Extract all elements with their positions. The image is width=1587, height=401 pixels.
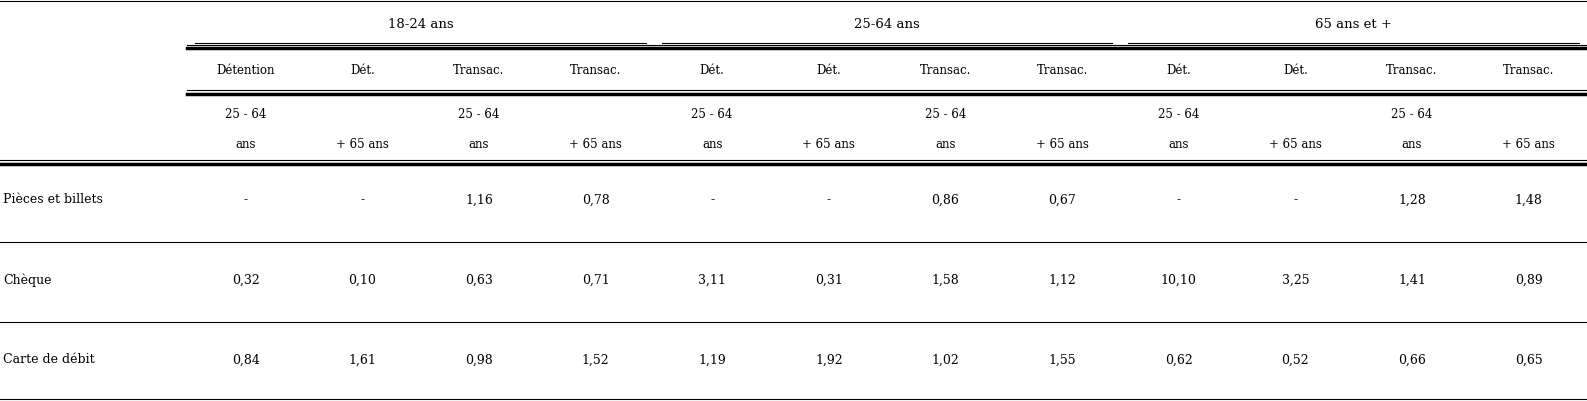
Text: 25 - 64: 25 - 64 [1159,108,1200,121]
Text: 1,28: 1,28 [1398,193,1425,206]
Text: Dét.: Dét. [700,63,725,76]
Text: 25-64 ans: 25-64 ans [854,18,920,30]
Text: 25 - 64: 25 - 64 [1392,108,1433,121]
Text: Dét.: Dét. [349,63,375,76]
Text: ans: ans [1401,138,1422,151]
Text: Transac.: Transac. [454,63,505,76]
Text: 0,84: 0,84 [232,352,260,366]
Text: 1,16: 1,16 [465,193,494,206]
Text: 1,02: 1,02 [932,352,959,366]
Text: Transac.: Transac. [1036,63,1087,76]
Text: 0,31: 0,31 [814,273,843,286]
Text: 25 - 64: 25 - 64 [692,108,733,121]
Text: ans: ans [235,138,256,151]
Text: + 65 ans: + 65 ans [1036,138,1089,151]
Text: + 65 ans: + 65 ans [570,138,622,151]
Text: 0,86: 0,86 [932,193,960,206]
Text: 0,32: 0,32 [232,273,259,286]
Text: Chèque: Chèque [3,273,52,286]
Text: 0,67: 0,67 [1049,193,1076,206]
Text: ans: ans [701,138,722,151]
Text: Transac.: Transac. [1503,63,1554,76]
Text: -: - [360,193,365,206]
Text: 0,98: 0,98 [465,352,492,366]
Text: 0,66: 0,66 [1398,352,1427,366]
Text: 1,48: 1,48 [1514,193,1543,206]
Text: 25 - 64: 25 - 64 [925,108,966,121]
Text: -: - [243,193,248,206]
Text: 0,89: 0,89 [1516,273,1543,286]
Text: 1,58: 1,58 [932,273,959,286]
Text: + 65 ans: + 65 ans [803,138,855,151]
Text: + 65 ans: + 65 ans [336,138,389,151]
Text: 1,12: 1,12 [1049,273,1076,286]
Text: 0,65: 0,65 [1516,352,1543,366]
Text: 0,63: 0,63 [465,273,494,286]
Text: 0,78: 0,78 [582,193,609,206]
Text: Dét.: Dét. [1166,63,1192,76]
Text: 1,41: 1,41 [1398,273,1427,286]
Text: 3,11: 3,11 [698,273,727,286]
Text: 25 - 64: 25 - 64 [459,108,500,121]
Text: 18-24 ans: 18-24 ans [387,18,454,30]
Text: 65 ans et +: 65 ans et + [1316,18,1392,30]
Text: 3,25: 3,25 [1282,273,1309,286]
Text: Transac.: Transac. [1387,63,1438,76]
Text: 10,10: 10,10 [1160,273,1197,286]
Text: Pièces et billets: Pièces et billets [3,193,103,206]
Text: 0,52: 0,52 [1282,352,1309,366]
Text: 0,71: 0,71 [582,273,609,286]
Text: -: - [827,193,832,206]
Text: ans: ans [935,138,955,151]
Text: 0,62: 0,62 [1165,352,1192,366]
Text: -: - [1176,193,1181,206]
Text: 1,55: 1,55 [1049,352,1076,366]
Text: 1,61: 1,61 [348,352,376,366]
Text: 0,10: 0,10 [348,273,376,286]
Text: ans: ans [468,138,489,151]
Text: Carte de débit: Carte de débit [3,352,95,366]
Text: ans: ans [1168,138,1189,151]
Text: 1,92: 1,92 [816,352,843,366]
Text: -: - [1293,193,1298,206]
Text: 25 - 64: 25 - 64 [225,108,267,121]
Text: -: - [709,193,714,206]
Text: 1,19: 1,19 [698,352,725,366]
Text: 1,52: 1,52 [582,352,609,366]
Text: Détention: Détention [216,63,275,76]
Text: + 65 ans: + 65 ans [1503,138,1555,151]
Text: Dét.: Dét. [816,63,841,76]
Text: Transac.: Transac. [570,63,621,76]
Text: + 65 ans: + 65 ans [1270,138,1322,151]
Text: Dét.: Dét. [1282,63,1308,76]
Text: Transac.: Transac. [920,63,971,76]
